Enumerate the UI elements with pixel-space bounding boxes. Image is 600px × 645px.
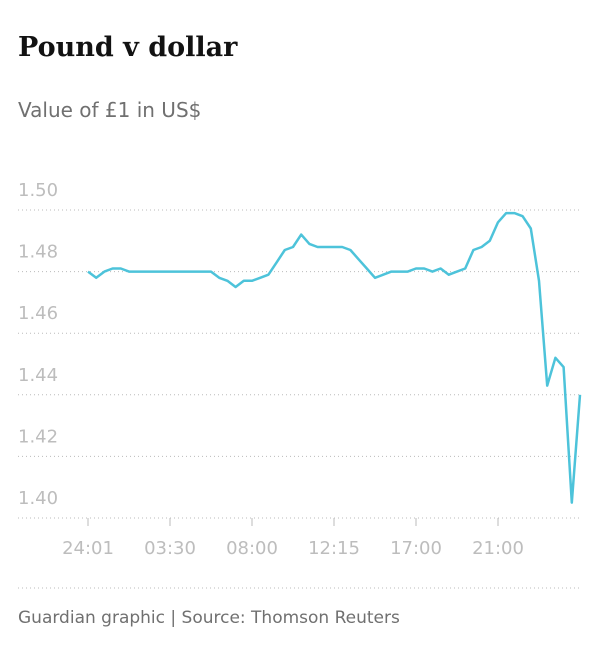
y-tick-label: 1.40	[18, 488, 58, 509]
x-tick-label: 08:00	[226, 538, 278, 559]
chart-title: Pound v dollar	[18, 32, 238, 63]
y-tick-label: 1.50	[18, 180, 58, 201]
y-tick-label: 1.48	[18, 242, 58, 263]
chart-subtitle: Value of £1 in US$	[18, 98, 201, 122]
price-line	[87, 211, 582, 504]
x-tick-label: 03:30	[144, 538, 196, 559]
y-tick-label: 1.42	[18, 426, 58, 447]
x-tick-label: 17:00	[390, 538, 442, 559]
x-tick-label: 21:00	[472, 538, 524, 559]
source: Guardian graphic | Source: Thomson Reute…	[18, 608, 400, 628]
y-tick-label: 1.44	[18, 365, 58, 386]
x-tick-label: 24:01	[62, 538, 114, 559]
x-tick-label: 12:15	[308, 538, 360, 559]
y-tick-label: 1.46	[18, 303, 58, 324]
